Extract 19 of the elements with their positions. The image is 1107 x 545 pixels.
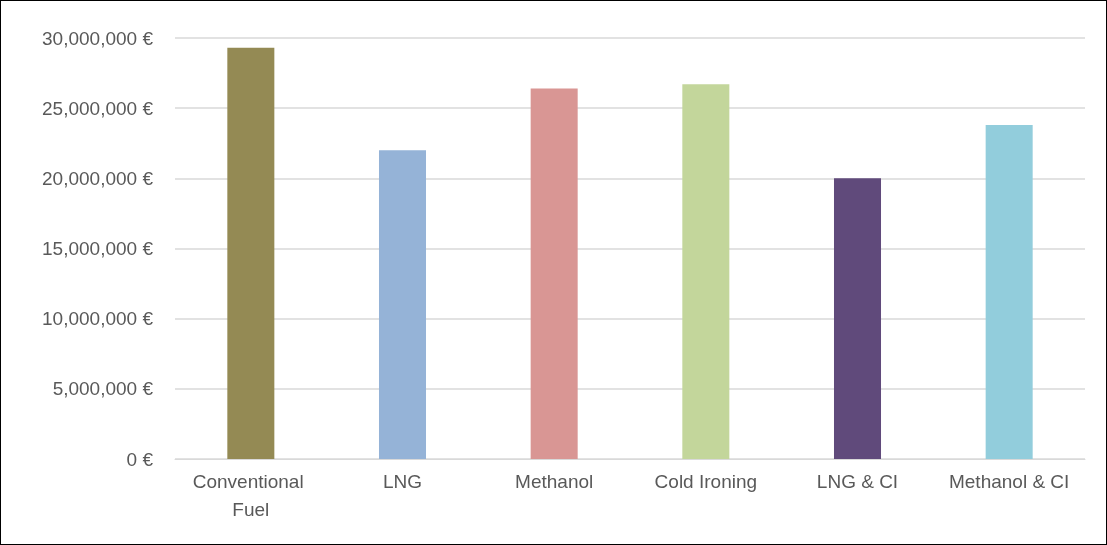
y-tick-label: 10,000,000 € xyxy=(42,308,154,330)
x-tick-label: Cold Ironing xyxy=(654,470,758,492)
x-tick-label: Conventional Fuel xyxy=(192,470,309,520)
x-tick-label: Methanol xyxy=(515,470,594,492)
y-tick-label: 25,000,000 € xyxy=(42,97,154,119)
y-tick-label: 20,000,000 € xyxy=(42,167,154,189)
bar xyxy=(985,125,1033,459)
y-tick-label: 5,000,000 € xyxy=(52,378,154,400)
y-tick-label: 30,000,000 € xyxy=(42,27,154,49)
bar xyxy=(530,88,578,459)
bar xyxy=(682,84,730,459)
y-tick-label: 15,000,000 € xyxy=(42,238,154,259)
x-tick-label: LNG xyxy=(382,470,423,492)
x-tick-label: Methanol & CI xyxy=(948,470,1070,492)
bar xyxy=(833,178,882,459)
x-tick-label: LNG & CI xyxy=(816,470,899,492)
y-tick-label: 0 € xyxy=(126,448,154,470)
bar xyxy=(227,47,275,459)
bar xyxy=(378,150,427,459)
